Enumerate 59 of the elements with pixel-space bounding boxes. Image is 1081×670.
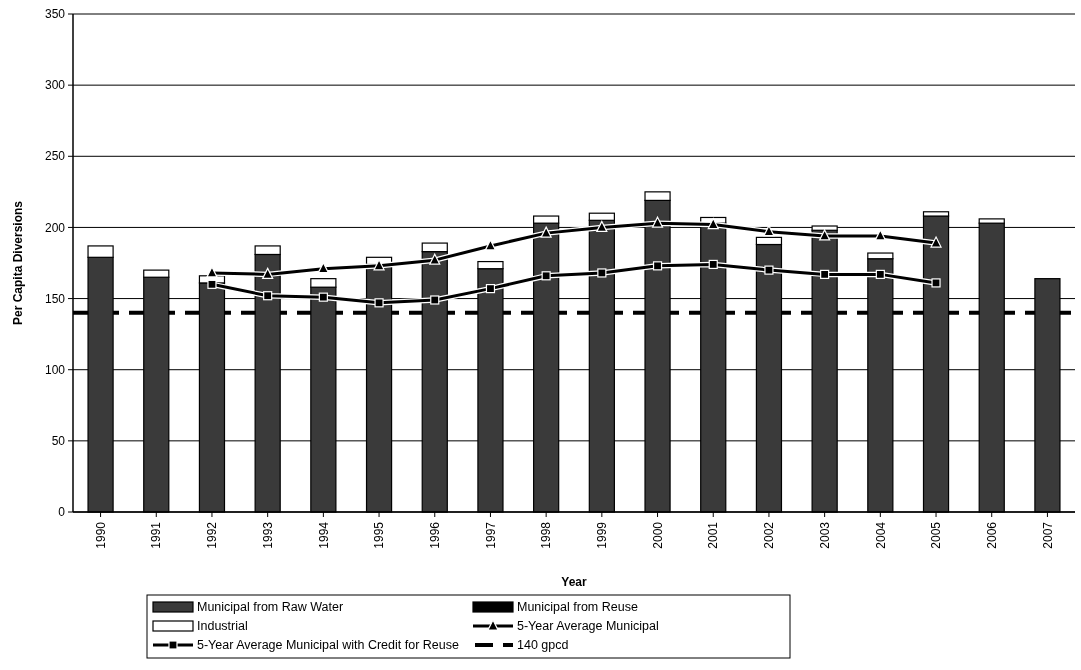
- point: [430, 295, 440, 305]
- x-tick-label: 2000: [650, 521, 665, 549]
- point: [707, 217, 719, 230]
- point: [764, 265, 774, 275]
- point: [429, 253, 441, 265]
- legend-label: 140 gpcd: [517, 638, 569, 653]
- point: [541, 271, 551, 281]
- x-tick-label: 1991: [149, 521, 164, 549]
- x-tick-label: 2007: [1040, 521, 1055, 549]
- point: [652, 261, 663, 271]
- x-tick-label: 1996: [427, 521, 442, 549]
- x-tick-label: 2001: [706, 521, 721, 549]
- point: [373, 259, 385, 271]
- legend-label: Municipal from Raw Water: [197, 600, 344, 615]
- x-tick-label: 2005: [929, 521, 944, 549]
- point: [931, 278, 941, 288]
- x-tick-label: 2004: [873, 521, 888, 549]
- point: [596, 220, 608, 233]
- point: [930, 236, 942, 248]
- legend-label: 5-Year Average Municipal: [517, 619, 659, 634]
- point: [820, 269, 830, 279]
- x-tick-label: 1990: [93, 521, 108, 549]
- legend-label: Industrial: [197, 619, 248, 634]
- x-tick-label: 2006: [984, 521, 999, 549]
- point: [597, 268, 607, 278]
- y-axis-title: Per Capita Diversions: [11, 200, 25, 326]
- point: [540, 226, 552, 238]
- point: [763, 225, 775, 237]
- point: [206, 266, 218, 278]
- point: [207, 279, 217, 289]
- x-tick-label: 1998: [539, 521, 554, 549]
- point: [708, 259, 718, 270]
- y-tick-label: 150: [44, 291, 66, 306]
- point: [262, 267, 274, 279]
- x-tick-label: 1993: [260, 521, 275, 549]
- y-tick-label: 50: [51, 434, 66, 449]
- point: [651, 216, 664, 228]
- point: [374, 298, 384, 308]
- y-tick-label: 300: [44, 78, 66, 93]
- y-tick-label: 350: [44, 7, 66, 22]
- point: [263, 291, 273, 301]
- x-tick-label: 2002: [762, 521, 777, 549]
- point: [318, 292, 328, 302]
- x-axis-title: Year: [561, 575, 588, 589]
- point: [819, 229, 831, 241]
- x-tick-label: 1992: [205, 521, 220, 549]
- legend-label: Municipal from Reuse: [517, 600, 638, 615]
- x-tick-label: 1995: [372, 521, 387, 549]
- y-tick-label: 100: [44, 362, 66, 377]
- point: [875, 269, 885, 279]
- y-tick-label: 200: [44, 220, 66, 235]
- point: [485, 284, 496, 294]
- y-tick-label: 250: [44, 149, 66, 164]
- x-tick-label: 1994: [316, 521, 331, 549]
- legend-label: 5-Year Average Municipal with Credit for Reuse: [197, 638, 459, 653]
- y-tick-label: 0: [58, 505, 66, 520]
- x-tick-label: 1999: [595, 521, 610, 549]
- x-tick-label: 1997: [483, 521, 498, 549]
- x-tick-label: 2003: [817, 521, 832, 549]
